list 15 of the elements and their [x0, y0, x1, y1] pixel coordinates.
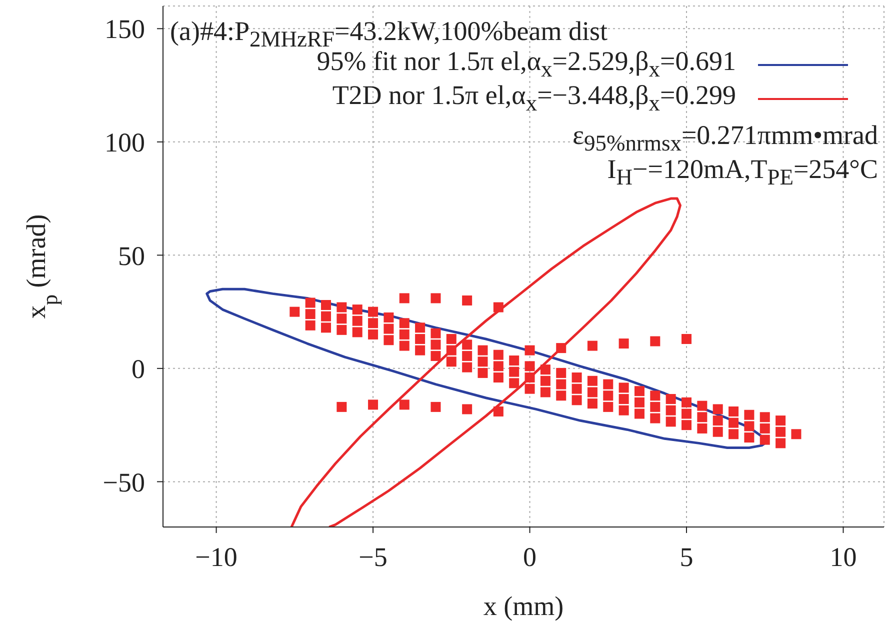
- y-tick-label: 150: [104, 14, 145, 44]
- x-tick-label: −5: [358, 542, 388, 572]
- x-tick-label: 10: [830, 542, 857, 572]
- x-axis-title: x (mm): [483, 591, 564, 621]
- x-tick-label: −10: [195, 542, 238, 572]
- annotation: I$_{H}$−=120mA,T$_{PE}$=254°C: [607, 153, 878, 190]
- y-tick-label: 0: [132, 354, 145, 384]
- line-series: [290, 197, 682, 527]
- x-tick-label: 0: [523, 542, 537, 572]
- y-tick-label: −50: [102, 467, 145, 498]
- x-tick-label: 5: [680, 542, 694, 572]
- legend-label: T2D nor 1.5π el,α$_{x}$=−3.448,β$_{x}$=0.299: [332, 78, 736, 118]
- y-tick-label: 100: [104, 128, 145, 158]
- y-tick-label: 50: [118, 240, 145, 271]
- annotation: ε$_{95%nrmsx}$=0.271πmm•mrad: [572, 119, 878, 156]
